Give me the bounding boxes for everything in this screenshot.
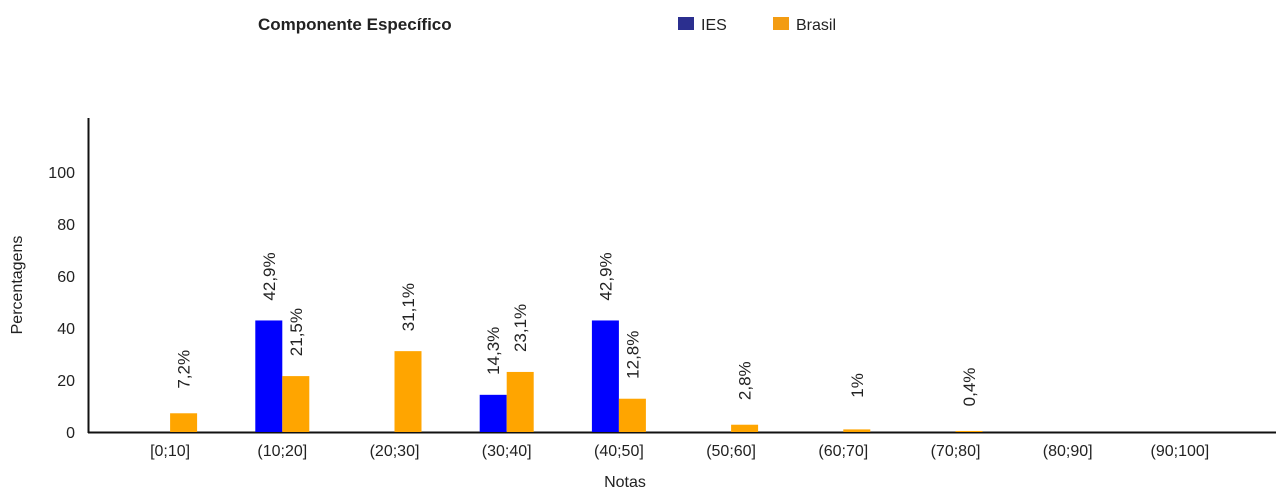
bar-brasil (731, 424, 759, 432)
y-tick-label: 0 (66, 425, 75, 442)
bar-brasil (618, 398, 646, 432)
value-label-brasil: 1% (848, 373, 867, 398)
y-tick-label: 40 (57, 321, 75, 338)
x-tick-label: (40;50] (594, 443, 644, 460)
legend-swatch-brasil (773, 17, 789, 30)
legend-swatch-ies (678, 17, 694, 30)
chart-title: Componente Específico (258, 15, 452, 34)
bar-brasil (282, 376, 310, 432)
value-label-ies: 42,9% (260, 252, 279, 300)
x-tick-label: (70;80] (931, 443, 981, 460)
y-tick-label: 60 (57, 269, 75, 286)
legend-label-brasil: Brasil (796, 17, 836, 34)
bar-brasil (170, 413, 198, 432)
legend: IES Brasil (678, 17, 836, 34)
bar-brasil (955, 430, 983, 432)
value-label-ies: 14,3% (484, 327, 503, 375)
value-label-brasil: 0,4% (960, 368, 979, 407)
value-label-brasil: 21,5% (287, 308, 306, 356)
bar-brasil (506, 371, 534, 432)
x-tick-label: (90;100] (1151, 443, 1210, 460)
value-label-brasil: 7,2% (175, 350, 194, 389)
x-tick-label: (60;70] (818, 443, 868, 460)
bar-ies (479, 394, 507, 432)
y-axis-ticks: 0 20 40 60 80 100 (48, 165, 75, 442)
x-tick-label: [0;10] (150, 443, 190, 460)
value-label-ies: 42,9% (596, 252, 615, 300)
value-label-brasil: 12,8% (623, 331, 642, 379)
x-tick-label: (30;40] (482, 443, 532, 460)
bar-ies (591, 320, 619, 432)
bar-brasil (394, 351, 422, 432)
value-labels: 7,2% 42,9% 21,5% 31,1% 14,3% 23,1% 42,9% 12,8% 2… (175, 252, 979, 406)
bar-brasil (843, 429, 871, 432)
legend-label-ies: IES (701, 17, 727, 34)
value-label-brasil: 2,8% (736, 361, 755, 400)
x-axis-ticks: [0;10] (10;20] (20;30] (30;40] (40;50] (50;60… (150, 443, 1209, 460)
x-tick-label: (80;90] (1043, 443, 1093, 460)
y-tick-label: 100 (48, 165, 75, 182)
y-tick-label: 20 (57, 373, 75, 390)
value-label-brasil: 31,1% (399, 283, 418, 331)
x-tick-label: (50;60] (706, 443, 756, 460)
x-tick-label: (10;20] (257, 443, 307, 460)
y-axis-label: Percentagens (9, 236, 26, 335)
bar-ies (255, 320, 283, 432)
x-axis-label: Notas (604, 474, 646, 490)
y-tick-label: 80 (57, 217, 75, 234)
bars (170, 320, 983, 432)
x-tick-label: (20;30] (370, 443, 420, 460)
value-label-brasil: 23,1% (511, 304, 530, 352)
